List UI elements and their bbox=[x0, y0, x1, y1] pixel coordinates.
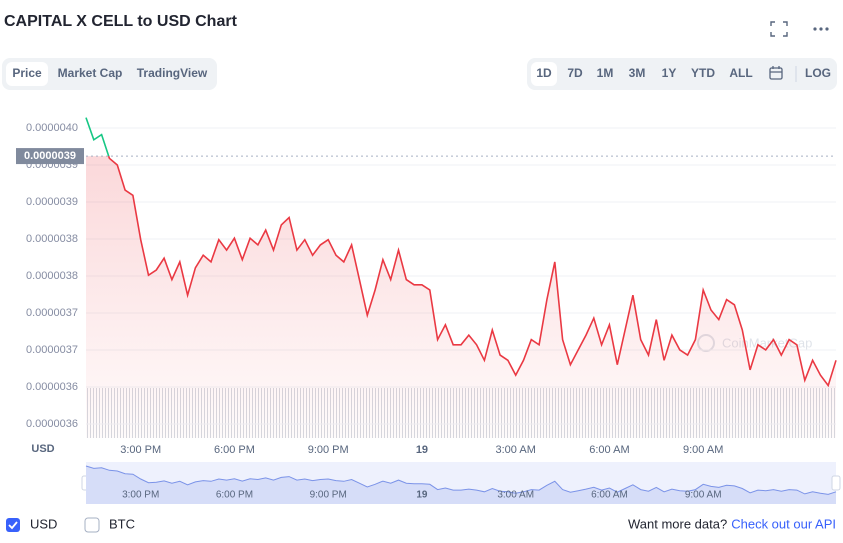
usd-checkbox[interactable] bbox=[6, 518, 20, 532]
chart-title: CAPITAL X CELL to USD Chart bbox=[4, 13, 238, 30]
checkmark bbox=[8, 521, 18, 530]
x-tick-label: 6:00 AM bbox=[589, 444, 629, 456]
navigator-line bbox=[85, 465, 837, 495]
y-tick-label: 0.0000037 bbox=[26, 307, 78, 319]
price-area bbox=[86, 156, 836, 438]
range-selected bbox=[531, 62, 557, 86]
btc-checkbox[interactable] bbox=[84, 517, 100, 533]
axis-unit: USD bbox=[31, 443, 54, 455]
range-group bbox=[527, 58, 837, 90]
navigator-label: 19 bbox=[416, 490, 428, 501]
range[interactable]: 1M bbox=[597, 66, 614, 80]
y-tick-label: 0.0000038 bbox=[26, 233, 78, 245]
x-tick-label: 9:00 AM bbox=[683, 444, 723, 456]
y-tick-label: 0.0000036 bbox=[26, 418, 78, 430]
navigator-label: 9:00 AM bbox=[685, 490, 722, 501]
range[interactable]: YTD bbox=[691, 66, 715, 80]
tab-selected bbox=[6, 62, 48, 86]
btc-legend[interactable]: BTC bbox=[109, 516, 135, 531]
usd-legend[interactable]: USD bbox=[30, 516, 57, 531]
range[interactable]: 1D bbox=[536, 66, 552, 80]
tab[interactable]: Market Cap bbox=[58, 66, 123, 80]
navigator-label: 9:00 PM bbox=[310, 490, 347, 501]
x-tick-label: 9:00 PM bbox=[308, 444, 349, 456]
x-tick-label: 3:00 PM bbox=[120, 444, 161, 456]
y-tick-label: 0.0000037 bbox=[26, 344, 78, 356]
navigator-label: 3:00 PM bbox=[122, 490, 159, 501]
x-tick-label: 3:00 AM bbox=[496, 444, 536, 456]
range[interactable]: 7D bbox=[567, 66, 583, 80]
footer-text: Want more data? bbox=[628, 516, 727, 531]
navigator-label: 6:00 PM bbox=[216, 490, 253, 501]
y-tick-label: 0.0000040 bbox=[26, 122, 78, 134]
navigator-label: 6:00 AM bbox=[591, 490, 628, 501]
y-tick-label: 0.0000039 bbox=[26, 196, 78, 208]
reference-label-box bbox=[16, 148, 84, 165]
tab[interactable]: TradingView bbox=[137, 66, 208, 80]
range[interactable]: 3M bbox=[629, 66, 646, 80]
tab[interactable]: Price bbox=[12, 66, 42, 80]
range[interactable]: ALL bbox=[729, 66, 752, 80]
x-tick-label: 19 bbox=[416, 444, 428, 456]
range[interactable]: 1Y bbox=[662, 66, 677, 80]
y-tick-label: 0.0000038 bbox=[26, 270, 78, 282]
x-tick-label: 6:00 PM bbox=[214, 444, 255, 456]
reference-label: 0.0000039 bbox=[24, 150, 76, 162]
log-button[interactable]: LOG bbox=[805, 66, 831, 80]
navigator-area bbox=[86, 466, 836, 504]
more-icon[interactable] bbox=[813, 27, 829, 31]
navigator-handle[interactable] bbox=[831, 475, 841, 491]
calendar-icon[interactable] bbox=[769, 66, 783, 80]
navigator-label: 3:00 AM bbox=[497, 490, 534, 501]
y-tick-label: 0.0000036 bbox=[26, 381, 78, 393]
fullscreen-icon[interactable] bbox=[770, 21, 788, 37]
tab-group bbox=[2, 58, 217, 90]
price-line bbox=[107, 156, 837, 388]
api-link[interactable]: Check out our API bbox=[731, 516, 836, 531]
